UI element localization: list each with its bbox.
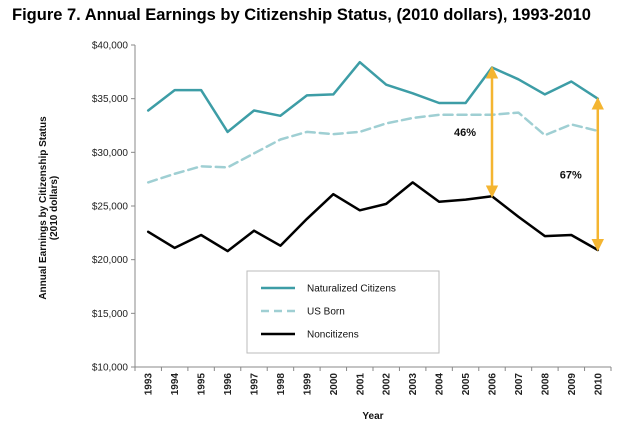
x-tick-label: 1994 — [170, 373, 181, 396]
y-tick-label: $20,000 — [92, 255, 129, 266]
x-tick-label: 1999 — [302, 373, 313, 396]
x-tick-label: 2001 — [355, 373, 366, 396]
gap-label: 67% — [560, 169, 582, 181]
legend-label: Naturalized Citizens — [307, 284, 396, 295]
series-line-us-born — [146, 111, 600, 184]
y-tick-label: $15,000 — [92, 309, 129, 320]
x-tick-label: 1993 — [144, 373, 155, 396]
legend-label: Noncitizens — [307, 330, 359, 341]
x-tick-label: 2002 — [382, 373, 393, 396]
x-tick-label: 2006 — [488, 373, 499, 396]
x-tick-label: 1998 — [276, 373, 287, 396]
x-tick-label: 2009 — [567, 373, 578, 396]
x-tick-label: 2008 — [540, 373, 551, 396]
chart-title: Figure 7. Annual Earnings by Citizenship… — [12, 6, 591, 24]
legend-label: US Born — [307, 307, 345, 318]
y-tick-label: $35,000 — [92, 94, 129, 105]
series-line-noncitizens — [146, 181, 600, 253]
y-axis-title-line-1: Annual Earnings by Citizenship Status — [38, 116, 49, 300]
x-tick-label: 2004 — [435, 373, 446, 396]
y-tick-label: $25,000 — [92, 202, 129, 213]
y-tick-label: $10,000 — [92, 363, 129, 374]
x-axis-title: Year — [362, 411, 383, 422]
x-tick-label: 2007 — [514, 373, 525, 396]
y-axis-title-line-2: (2010 dollars) — [49, 176, 60, 240]
y-tick-label: $30,000 — [92, 148, 129, 159]
y-tick-label: $40,000 — [92, 41, 129, 52]
x-tick-label: 1996 — [223, 373, 234, 396]
series-line-naturalized-citizens — [146, 60, 600, 134]
x-tick-label: 1995 — [197, 373, 208, 396]
x-tick-label: 2003 — [408, 373, 419, 396]
x-tick-label: 2000 — [329, 373, 340, 396]
x-tick-label: 2005 — [461, 373, 472, 396]
gap-label: 46% — [454, 127, 476, 139]
x-tick-label: 1997 — [250, 373, 261, 396]
x-tick-label: 2010 — [593, 373, 604, 396]
